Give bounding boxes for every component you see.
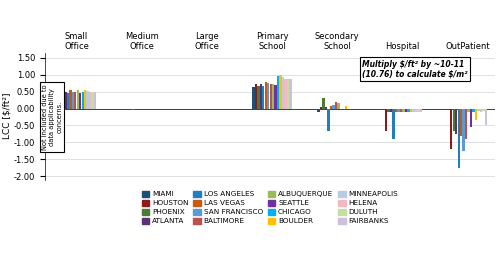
Bar — [287, 79, 289, 109]
Bar — [410, 109, 412, 112]
Bar — [408, 109, 410, 112]
Bar — [69, 90, 71, 109]
Bar — [395, 109, 397, 112]
Bar — [337, 103, 340, 109]
Bar — [320, 107, 322, 109]
Bar — [462, 109, 465, 151]
Bar — [262, 86, 264, 109]
Bar — [334, 102, 337, 109]
Bar — [390, 109, 392, 112]
Bar — [392, 109, 394, 139]
Bar — [62, 91, 64, 109]
Bar — [290, 79, 292, 109]
Bar — [470, 109, 472, 127]
Text: Multiply $/ft² by ~10-11
(10.76) to calculate $/m²: Multiply $/ft² by ~10-11 (10.76) to calc… — [362, 60, 468, 79]
Bar — [468, 109, 470, 112]
Bar — [274, 85, 277, 109]
Bar — [478, 109, 480, 111]
Bar — [260, 84, 262, 109]
Bar — [465, 109, 468, 139]
Bar — [318, 109, 320, 112]
Bar — [84, 90, 86, 109]
Bar — [460, 109, 462, 136]
Bar — [398, 109, 400, 112]
Bar — [420, 109, 422, 112]
Bar — [455, 109, 458, 134]
Bar — [385, 109, 388, 130]
Bar — [60, 92, 62, 109]
Bar — [480, 109, 482, 112]
Bar — [322, 98, 324, 109]
Bar — [400, 109, 402, 112]
Bar — [267, 83, 270, 109]
Bar — [414, 109, 417, 112]
Bar — [282, 77, 284, 109]
Bar — [452, 109, 455, 130]
Bar — [417, 109, 420, 112]
Bar — [257, 86, 260, 109]
Bar — [57, 94, 59, 109]
Bar — [270, 84, 272, 109]
Bar — [277, 77, 280, 109]
Bar — [402, 109, 404, 112]
Bar — [472, 109, 474, 112]
Legend: MIAMI, HOUSTON, PHOENIX, ATLANTA, LOS ANGELES, LAS VEGAS, SAN FRANCISCO, BALTIMO: MIAMI, HOUSTON, PHOENIX, ATLANTA, LOS AN… — [140, 190, 400, 226]
Y-axis label: LCC [$/ft²]: LCC [$/ft²] — [2, 93, 11, 139]
Bar — [89, 92, 92, 109]
Bar — [388, 109, 390, 112]
Bar — [252, 87, 254, 109]
Bar — [325, 107, 327, 109]
Bar — [72, 92, 74, 109]
Bar — [458, 109, 460, 168]
Bar — [86, 91, 89, 109]
Bar — [74, 92, 76, 109]
Bar — [344, 106, 347, 109]
Bar — [122, 109, 124, 110]
Bar — [332, 105, 334, 109]
Bar — [94, 92, 96, 109]
Bar — [92, 92, 94, 109]
Bar — [76, 90, 79, 109]
Bar — [64, 92, 66, 109]
Bar — [280, 76, 282, 109]
Bar — [405, 109, 407, 112]
Bar — [82, 92, 84, 109]
Text: Not included due to
data applicability
concerns.: Not included due to data applicability c… — [42, 84, 62, 150]
Bar — [264, 82, 267, 109]
Bar — [330, 106, 332, 109]
Bar — [132, 109, 134, 110]
Bar — [79, 93, 82, 109]
Bar — [475, 109, 477, 120]
Bar — [328, 109, 330, 130]
Bar — [382, 109, 385, 110]
Bar — [412, 109, 414, 112]
Bar — [450, 109, 452, 149]
Bar — [272, 84, 274, 109]
Bar — [482, 109, 484, 111]
Bar — [66, 93, 69, 109]
Bar — [254, 84, 257, 109]
Bar — [485, 109, 487, 125]
Bar — [284, 79, 286, 109]
